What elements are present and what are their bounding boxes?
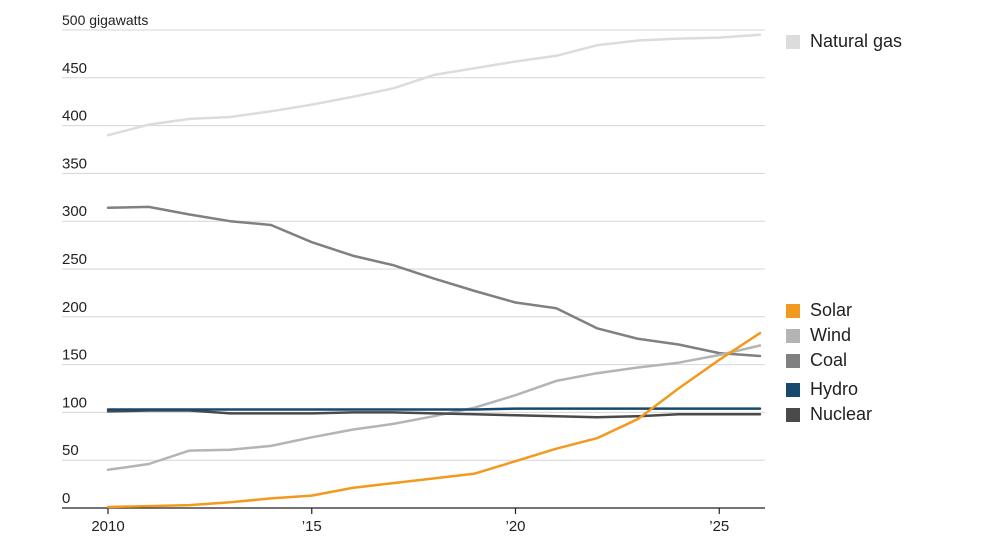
legend-label-nuclear: Nuclear <box>810 404 872 424</box>
legend: Natural gas Solar Wind Coal Hydro Nuclear <box>786 31 902 424</box>
y-tick-label-450: 450 <box>62 60 87 77</box>
legend-swatch-natural-gas <box>786 35 800 49</box>
x-tick-label-2010: 2010 <box>91 518 124 535</box>
y-tick-label-100: 100 <box>62 394 87 411</box>
series-line-coal <box>106 205 762 358</box>
gridlines <box>62 29 765 461</box>
legend-label-hydro: Hydro <box>810 379 858 399</box>
x-tick-label-2015: ’15 <box>302 518 322 535</box>
x-tick-label-2025: ’25 <box>709 518 729 535</box>
y-tick-label-50: 50 <box>62 442 79 459</box>
axes: 500 gigawatts 450 400 350 300 250 200 150 100 50 0… <box>62 12 765 535</box>
series-line-wind <box>106 344 762 472</box>
y-tick-label-350: 350 <box>62 155 87 172</box>
series-line-hydro <box>106 407 762 411</box>
legend-swatch-wind <box>786 329 800 343</box>
legend-label-solar: Solar <box>810 300 852 320</box>
legend-label-coal: Coal <box>810 350 847 370</box>
series-line-natural-gas <box>106 33 762 137</box>
legend-swatch-solar <box>786 304 800 318</box>
legend-swatch-hydro <box>786 383 800 397</box>
y-tick-label-200: 200 <box>62 299 87 316</box>
legend-swatch-nuclear <box>786 408 800 422</box>
series-line-nuclear <box>106 409 762 419</box>
legend-label-wind: Wind <box>810 325 851 345</box>
legend-swatch-coal <box>786 354 800 368</box>
x-tick-label-2020: ’20 <box>505 518 525 535</box>
legend-label-natural-gas: Natural gas <box>810 31 902 51</box>
y-axis-unit-label: 500 gigawatts <box>62 12 148 28</box>
y-tick-label-0: 0 <box>62 490 70 507</box>
y-tick-label-300: 300 <box>62 203 87 220</box>
series-line-solar <box>106 331 762 509</box>
y-tick-label-150: 150 <box>62 347 87 364</box>
series-lines <box>106 33 762 509</box>
y-tick-label-250: 250 <box>62 251 87 268</box>
y-tick-label-400: 400 <box>62 108 87 125</box>
